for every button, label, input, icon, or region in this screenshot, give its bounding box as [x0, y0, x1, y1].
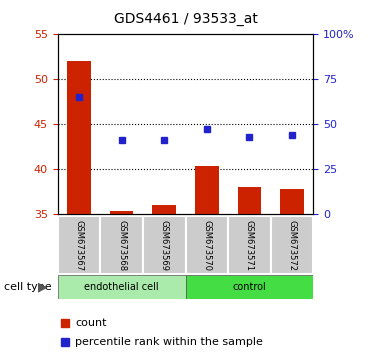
Bar — [100, 216, 143, 274]
Text: GSM673568: GSM673568 — [117, 219, 126, 271]
Bar — [238, 187, 261, 214]
Bar — [58, 216, 100, 274]
Text: GDS4461 / 93533_at: GDS4461 / 93533_at — [114, 12, 257, 27]
Bar — [228, 216, 271, 274]
Text: GSM673572: GSM673572 — [288, 219, 297, 271]
Text: GSM673567: GSM673567 — [74, 219, 83, 271]
Text: GSM673569: GSM673569 — [160, 219, 169, 271]
Bar — [110, 211, 133, 214]
Bar — [271, 216, 313, 274]
Bar — [195, 166, 219, 214]
Bar — [186, 216, 228, 274]
Text: ▶: ▶ — [38, 281, 47, 293]
Text: GSM673571: GSM673571 — [245, 219, 254, 271]
Bar — [143, 216, 186, 274]
Bar — [280, 189, 304, 214]
Text: percentile rank within the sample: percentile rank within the sample — [75, 337, 263, 347]
Text: GSM673570: GSM673570 — [202, 219, 211, 271]
Bar — [152, 205, 176, 214]
Text: cell type: cell type — [4, 282, 51, 292]
Text: count: count — [75, 318, 107, 328]
Text: control: control — [233, 282, 266, 292]
Text: endothelial cell: endothelial cell — [84, 282, 159, 292]
Bar — [67, 61, 91, 214]
Bar — [186, 275, 313, 299]
Bar — [58, 275, 186, 299]
